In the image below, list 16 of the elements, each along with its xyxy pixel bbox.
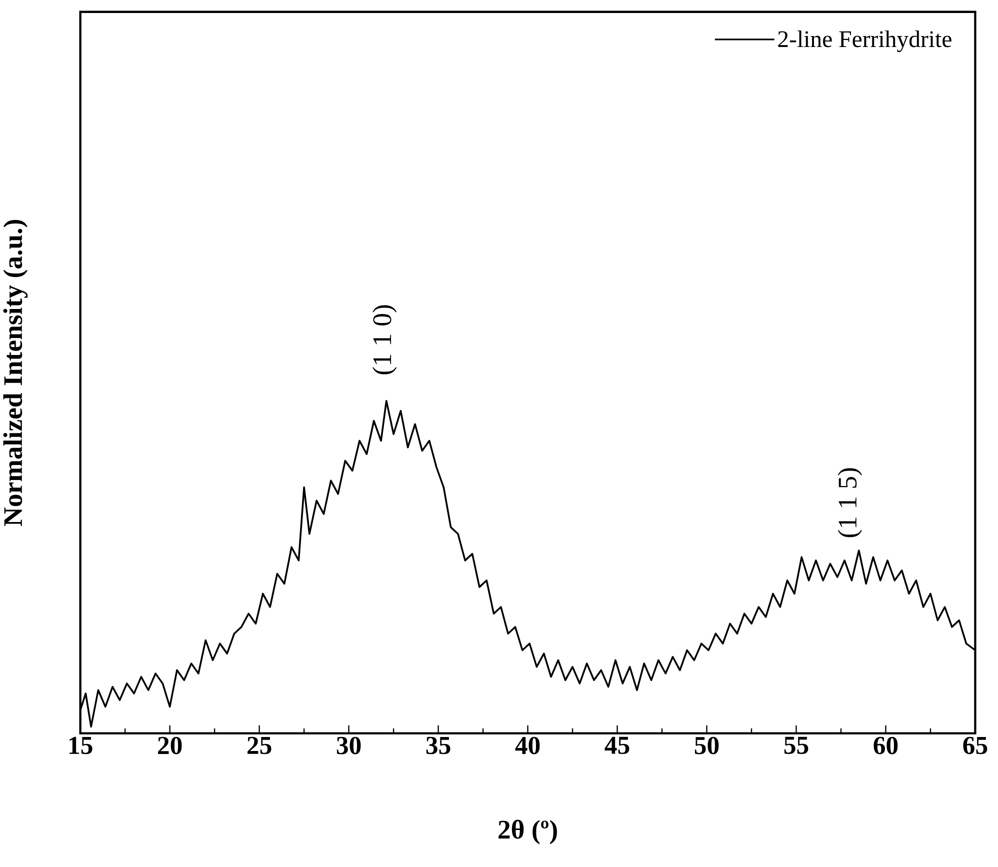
x-tick-label: 35 — [426, 736, 450, 754]
x-tick-label: 60 — [874, 736, 898, 754]
annotation: (1 1 0) — [372, 305, 397, 374]
y-axis-title: Normalized Intensity (a.u.) — [3, 220, 28, 526]
x-tick-label: 65 — [963, 736, 988, 754]
legend-label: 2-line Ferrihydrite — [778, 30, 952, 52]
x-tick-label: 15 — [70, 736, 92, 754]
x-tick-label: 45 — [604, 736, 630, 754]
x-axis-title: 2θ (º) — [498, 820, 557, 844]
x-tick-label: 30 — [336, 736, 361, 754]
x-tick-label: 20 — [158, 736, 182, 754]
x-tick-label: 40 — [515, 736, 540, 754]
x-tick-label: 25 — [248, 736, 272, 754]
x-tick-label: 55 — [784, 736, 808, 754]
annotation: (1 1 5) — [838, 468, 862, 538]
x-tick-label: 50 — [694, 736, 719, 754]
